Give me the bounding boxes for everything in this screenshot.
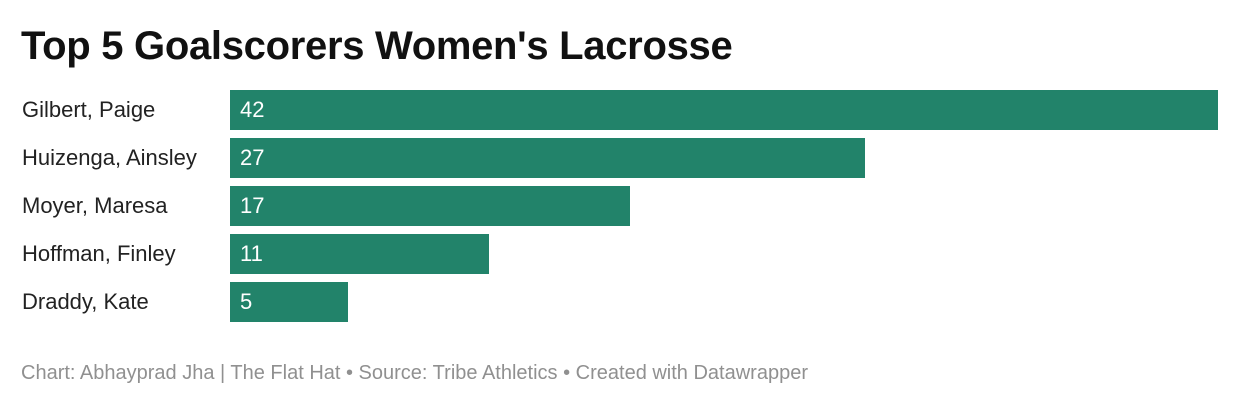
category-label: Gilbert, Paige <box>22 97 156 122</box>
bar-value-label: 17 <box>240 193 265 218</box>
bar <box>230 186 630 226</box>
category-label: Moyer, Maresa <box>22 193 168 218</box>
bar-row: Gilbert, Paige 42 <box>0 90 1240 130</box>
bar <box>230 282 348 322</box>
bar <box>230 138 866 178</box>
category-label: Draddy, Kate <box>22 289 149 314</box>
chart-title: Top 5 Goalscorers Women's Lacrosse <box>21 24 733 68</box>
chart-footer: Chart: Abhayprad Jha | The Flat Hat • So… <box>21 362 808 384</box>
bar-row: Hoffman, Finley 11 <box>0 234 1240 274</box>
bar-row: Huizenga, Ainsley 27 <box>0 138 1240 178</box>
bar-row: Moyer, Maresa 17 <box>0 186 1240 226</box>
bar <box>230 234 489 274</box>
category-label: Hoffman, Finley <box>22 241 176 266</box>
bar-row: Draddy, Kate 5 <box>0 282 1240 322</box>
bar <box>230 90 1218 130</box>
bar-value-label: 42 <box>240 97 265 122</box>
bar-chart: Gilbert, Paige 42 Huizenga, Ainsley 27 Moyer… <box>0 90 1240 330</box>
bar-value-label: 11 <box>240 241 263 266</box>
bar-value-label: 27 <box>240 145 265 170</box>
bar-value-label: 5 <box>240 289 253 314</box>
category-label: Huizenga, Ainsley <box>22 145 197 170</box>
